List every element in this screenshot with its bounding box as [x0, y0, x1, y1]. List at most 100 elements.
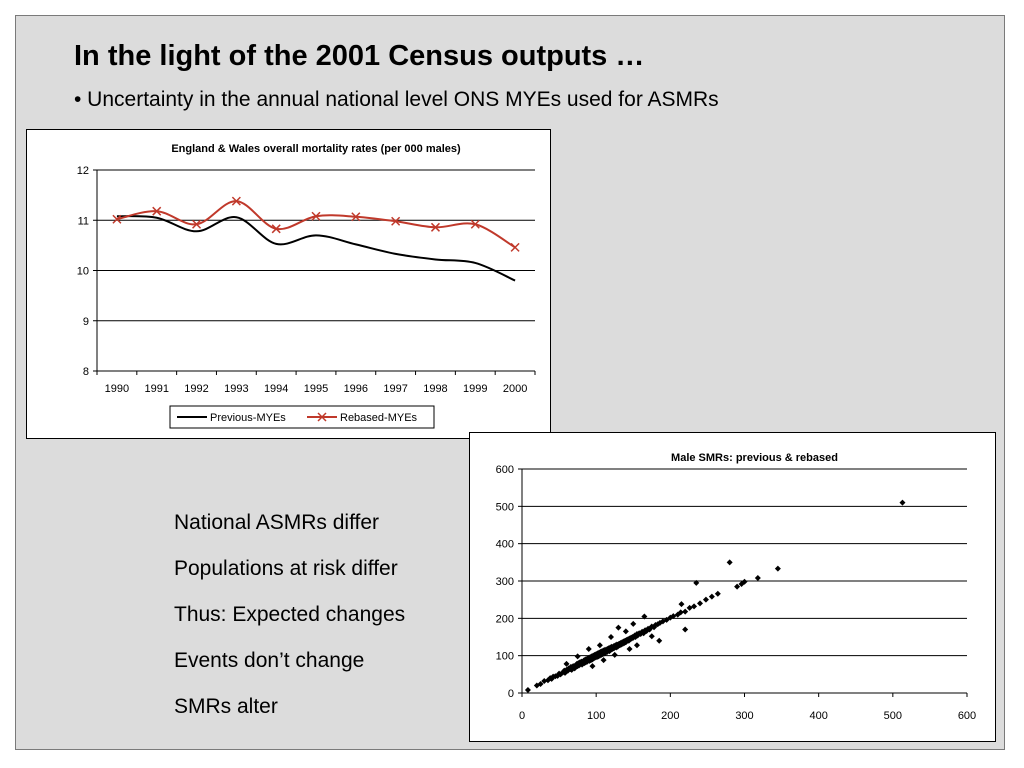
- legend-marker: [317, 412, 327, 422]
- y-tick-label: 8: [83, 366, 89, 378]
- scatter-point: [677, 609, 684, 616]
- key-point: Thus: Expected changes: [174, 603, 406, 626]
- x-tick-label: 1999: [463, 383, 487, 395]
- series-line-previous-myes: [116, 215, 516, 282]
- scatter-point: [630, 620, 637, 627]
- y-tick-label: 9: [83, 316, 89, 328]
- slide-title: In the light of the 2001 Census outputs …: [74, 40, 645, 72]
- x-tick-label: 200: [661, 710, 679, 722]
- x-tick-label: 1997: [383, 383, 407, 395]
- smr-chart-svg: Male SMRs: previous & rebased 0 100 200 300 4…: [496, 452, 977, 722]
- scatter-point: [741, 578, 748, 585]
- y-tick-label: 200: [496, 613, 514, 625]
- mortality-chart-svg: England & Wales overall mortality rates …: [77, 143, 536, 429]
- scatter-point: [622, 628, 629, 635]
- x-tick-label: 100: [587, 710, 605, 722]
- marker-stroke: [391, 216, 401, 226]
- marker-stroke: [311, 211, 321, 221]
- scatter-point: [637, 631, 644, 638]
- scatter-point: [656, 637, 663, 644]
- scatter-point: [702, 596, 709, 603]
- data-point-marker: [470, 219, 480, 229]
- scatter-point: [641, 613, 648, 620]
- x-tick-label: 1991: [144, 383, 168, 395]
- scatter-point: [693, 579, 700, 586]
- data-point-marker: [271, 224, 281, 234]
- scatter-point: [659, 618, 666, 625]
- x-tick-label: 1990: [105, 383, 129, 395]
- key-point: SMRs alter: [174, 695, 278, 718]
- marker-stroke: [112, 214, 122, 224]
- x-tick-label: 1994: [264, 383, 288, 395]
- y-tick-label: 10: [77, 266, 89, 278]
- key-point: National ASMRs differ: [174, 511, 380, 534]
- key-point: Populations at risk differ: [174, 557, 398, 580]
- scatter-point: [615, 624, 622, 631]
- scatter-point: [678, 601, 685, 608]
- scatter-point: [708, 593, 715, 600]
- x-tick-label: 500: [884, 710, 902, 722]
- scatter-point: [774, 565, 781, 572]
- key-points-list: National ASMRs differ Populations at ris…: [174, 508, 405, 738]
- scatter-point: [544, 677, 551, 684]
- data-point-marker: [510, 242, 520, 252]
- y-tick-label: 600: [496, 464, 514, 476]
- chart-title: England & Wales overall mortality rates …: [171, 143, 461, 155]
- x-tick-label: 600: [958, 710, 976, 722]
- marker-stroke: [430, 222, 440, 232]
- scatter-point: [634, 632, 641, 639]
- scatter-point: [697, 600, 703, 607]
- x-tick-label: 1993: [224, 383, 248, 395]
- legend-label: Rebased-MYEs: [340, 412, 418, 424]
- x-tick-label: 300: [735, 710, 753, 722]
- scatter-point: [600, 657, 607, 664]
- marker-stroke: [271, 224, 281, 234]
- data-point-marker: [192, 219, 202, 229]
- scatter-point: [608, 634, 614, 640]
- x-tick-label: 1995: [304, 383, 328, 395]
- scatter-point: [648, 633, 655, 640]
- marker-stroke: [231, 196, 241, 206]
- scatter-point: [589, 663, 596, 670]
- data-point-marker: [231, 196, 241, 206]
- scatter-point: [726, 559, 733, 566]
- data-point-marker: [311, 211, 321, 221]
- marker-stroke: [510, 242, 520, 252]
- y-tick-label: 500: [496, 501, 514, 513]
- slide-subtitle: • Uncertainty in the annual national lev…: [74, 88, 719, 111]
- y-tick-label: 100: [496, 651, 514, 663]
- x-tick-label: 1998: [423, 383, 447, 395]
- y-tick-label: 300: [496, 576, 514, 588]
- y-tick-label: 400: [496, 539, 514, 551]
- key-point: Events don’t change: [174, 649, 365, 672]
- scatter-point: [548, 675, 555, 682]
- marker-stroke: [152, 206, 162, 216]
- scatter-point: [626, 645, 633, 652]
- data-point-marker: [351, 212, 361, 222]
- data-point-marker: [391, 216, 401, 226]
- x-tick-label: 0: [519, 710, 525, 722]
- scatter-point: [734, 583, 741, 590]
- data-point-marker: [152, 206, 162, 216]
- scatter-point: [524, 687, 531, 694]
- marker-stroke: [470, 219, 480, 229]
- scatter-point: [574, 653, 581, 660]
- scatter-point: [571, 665, 578, 672]
- x-tick-label: 400: [809, 710, 827, 722]
- marker-stroke: [351, 212, 361, 222]
- scatter-point: [714, 590, 721, 597]
- scatter-point: [674, 611, 681, 618]
- x-tick-label: 1996: [344, 383, 368, 395]
- smr-scatter-chart: Male SMRs: previous & rebased 0 100 200 300 4…: [469, 432, 996, 742]
- series-line-rebased-myes: [116, 200, 516, 249]
- marker-stroke: [192, 219, 202, 229]
- y-tick-label: 12: [77, 165, 89, 177]
- scatter-point: [899, 499, 906, 506]
- x-tick-label: 1992: [184, 383, 208, 395]
- data-point-marker: [430, 222, 440, 232]
- scatter-point: [537, 681, 544, 688]
- legend-box: [169, 405, 435, 429]
- mortality-line-chart: England & Wales overall mortality rates …: [26, 129, 551, 439]
- chart-legend: Previous-MYEs Rebased-MYEs: [169, 405, 435, 429]
- scatter-point: [563, 660, 570, 667]
